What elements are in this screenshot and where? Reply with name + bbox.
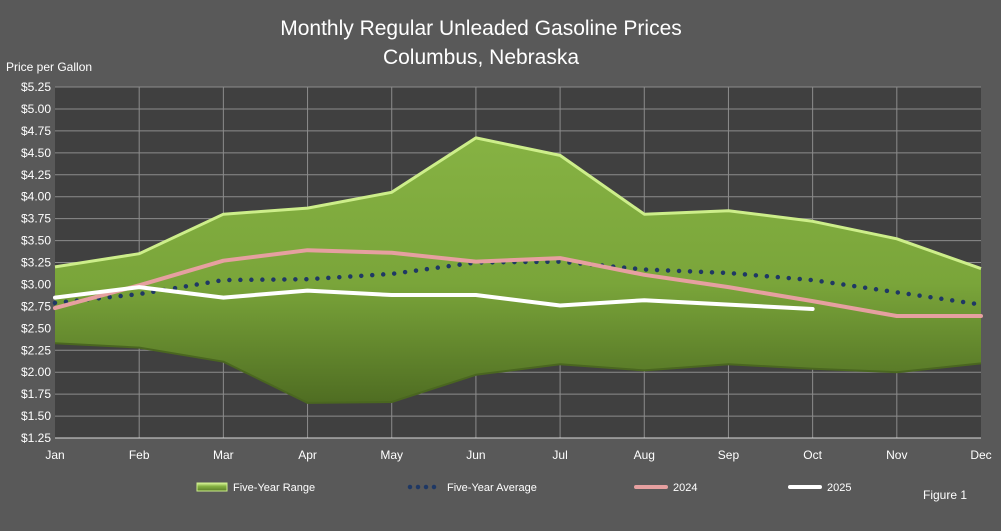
- y-tick-label: $2.75: [21, 299, 51, 313]
- y-tick-label: $4.75: [21, 124, 51, 138]
- x-tick-label: Oct: [803, 448, 822, 462]
- x-tick-label: Jun: [466, 448, 485, 462]
- y-axis-label: Price per Gallon: [6, 60, 92, 74]
- range-high-edge: [54, 136, 982, 271]
- y-tick-label: $2.25: [21, 343, 51, 357]
- legend-label-2025: 2025: [827, 482, 851, 494]
- chart-subtitle: Columbus, Nebraska: [383, 46, 579, 69]
- legend-label-five-year-range: Five-Year Range: [233, 482, 315, 494]
- y-tick-label: $2.00: [21, 365, 51, 379]
- x-tick-label: Jul: [552, 448, 567, 462]
- axes: $1.25 $1.50 $1.75 $2.00 $2.25 $2.50 $2.75 $3.00…: [21, 80, 992, 462]
- x-tick-label: Aug: [634, 448, 655, 462]
- y-tick-label: $5.25: [21, 80, 51, 94]
- y-tick-label: $3.75: [21, 212, 51, 226]
- five-year-range: [54, 136, 982, 404]
- y-tick-label: $3.00: [21, 277, 51, 291]
- legend-label-2024: 2024: [673, 482, 697, 494]
- figure-label: Figure 1: [923, 488, 967, 502]
- y-tick-label: $2.50: [21, 321, 51, 335]
- series-line-2025: [53, 285, 815, 311]
- x-tick-label: Feb: [129, 448, 150, 462]
- y-tick-label: $3.50: [21, 234, 51, 248]
- legend-label-five-year-average: Five-Year Average: [447, 482, 537, 494]
- series-line-2024: [53, 248, 983, 318]
- x-tick-label: May: [380, 448, 403, 462]
- x-tick-label: Sep: [718, 448, 740, 462]
- series-line-five-year-average: [52, 259, 984, 307]
- x-tick-label: Jan: [45, 448, 64, 462]
- legend: Five-Year Range Five-Year Average 2024 2025: [196, 482, 851, 494]
- x-tick-label: Mar: [213, 448, 234, 462]
- x-tick-label: Apr: [298, 448, 317, 462]
- range-band: [55, 137, 981, 403]
- range-low-edge: [54, 342, 982, 404]
- series-lines: [52, 248, 984, 318]
- x-tick-label: Nov: [886, 448, 907, 462]
- x-tick-label: Dec: [970, 448, 991, 462]
- legend-swatch-five-year-range: [196, 482, 228, 492]
- y-tick-label: $1.50: [21, 409, 51, 423]
- y-tick-label: $1.75: [21, 387, 51, 401]
- y-tick-label: $3.25: [21, 256, 51, 270]
- y-tick-label: $4.00: [21, 190, 51, 204]
- y-tick-label: $5.00: [21, 102, 51, 116]
- y-tick-label: $4.25: [21, 168, 51, 182]
- y-tick-label: $1.25: [21, 431, 51, 445]
- chart-title: Monthly Regular Unleaded Gasoline Prices: [280, 17, 682, 40]
- y-tick-label: $4.50: [21, 146, 51, 160]
